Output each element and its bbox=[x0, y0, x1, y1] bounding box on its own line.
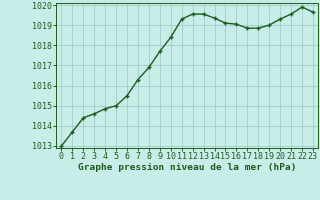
X-axis label: Graphe pression niveau de la mer (hPa): Graphe pression niveau de la mer (hPa) bbox=[78, 163, 296, 172]
